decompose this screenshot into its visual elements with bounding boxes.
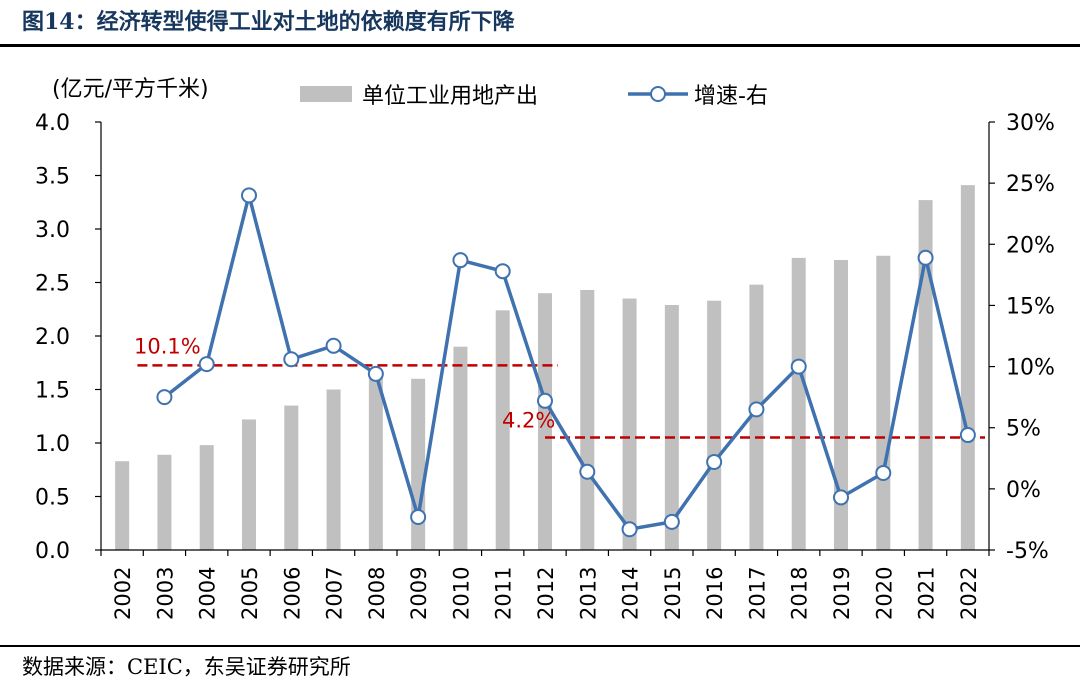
source-rule xyxy=(0,645,1080,647)
x-tick-label: 2007 xyxy=(323,567,347,620)
bar-2004 xyxy=(199,445,214,550)
growth-point-2022 xyxy=(959,427,976,444)
tick-labels: 0.0 0.5 1.0 1.5 2.0 2.5 3.0 3.5 4.0 -5% 0% 5% 10% 15%… xyxy=(35,77,1055,620)
x-tick-label: 2008 xyxy=(365,567,389,620)
bar-2020 xyxy=(876,255,891,550)
x-tick-label: 2017 xyxy=(745,567,769,620)
bar-2011 xyxy=(495,310,510,550)
left-tick-label: 3.5 xyxy=(35,165,70,190)
bar-2019 xyxy=(834,260,848,550)
x-tick-label: 2009 xyxy=(407,567,431,620)
bar-2016 xyxy=(707,300,722,550)
x-tick-label: 2003 xyxy=(153,567,177,620)
growth-point-2016 xyxy=(706,453,723,470)
left-tick-label: 2.5 xyxy=(35,272,70,297)
growth-point-2010 xyxy=(452,252,469,269)
x-tick-label: 2014 xyxy=(619,567,643,620)
legend-marker-icon xyxy=(650,86,666,102)
axes xyxy=(95,121,995,556)
x-tick-label: 2018 xyxy=(788,567,812,620)
x-tick-label: 2002 xyxy=(111,567,135,620)
growth-point-2009 xyxy=(410,508,427,525)
chart: 10.1% 4.2% 0.0 0.5 1.0 1.5 2.0 2.5 3.0 3.5 4.0 -5%… xyxy=(35,77,1055,620)
growth-point-2017 xyxy=(748,401,765,418)
average-label-0: 10.1% xyxy=(134,334,201,358)
right-tick-label: 25% xyxy=(1006,172,1055,197)
x-tick-label: 2013 xyxy=(576,567,600,620)
left-tick-label: 0.0 xyxy=(35,539,70,564)
growth-point-2021 xyxy=(917,249,934,266)
left-tick-label: 3.0 xyxy=(35,218,70,243)
x-tick-label: 2005 xyxy=(238,567,262,620)
title-rule xyxy=(0,44,1080,47)
figure-title: 图14：经济转型使得工业对土地的依赖度有所下降 xyxy=(22,9,515,35)
reference-lines: 10.1% 4.2% xyxy=(134,334,985,439)
growth-point-2011 xyxy=(494,263,511,280)
x-tick-label: 2011 xyxy=(492,567,516,620)
growth-point-2014 xyxy=(621,521,638,538)
growth-point-2008 xyxy=(367,365,384,382)
growth-point-2020 xyxy=(875,464,892,481)
x-tick-label: 2010 xyxy=(449,567,473,620)
growth-point-2005 xyxy=(241,187,257,204)
left-tick-label: 2.0 xyxy=(35,325,70,350)
bar-2005 xyxy=(242,419,256,550)
x-tick-label: 2004 xyxy=(196,567,220,620)
source-note: 数据来源：CEIC，东吴证券研究所 xyxy=(22,655,351,679)
right-tick-label: 30% xyxy=(1006,111,1055,136)
growth-line-series xyxy=(156,187,976,538)
left-tick-label: 1.5 xyxy=(35,379,70,404)
growth-point-2012 xyxy=(537,392,553,409)
bar-2002 xyxy=(115,461,130,550)
bar-2003 xyxy=(157,454,172,550)
x-tick-label: 2012 xyxy=(534,567,558,620)
growth-point-2015 xyxy=(663,513,680,530)
x-tick-label: 2006 xyxy=(280,567,304,620)
growth-point-2013 xyxy=(579,463,596,480)
x-tick-label: 2016 xyxy=(703,567,727,620)
left-tick-label: 1.0 xyxy=(35,432,70,457)
right-tick-label: -5% xyxy=(1006,539,1049,564)
bar-2013 xyxy=(580,289,595,550)
legend-line-label: 增速-右 xyxy=(694,84,768,109)
growth-point-2004 xyxy=(198,356,215,373)
right-tick-label: 0% xyxy=(1006,478,1041,503)
right-tick-label: 15% xyxy=(1006,294,1055,319)
right-tick-label: 20% xyxy=(1006,233,1055,258)
legend: 单位工业用地产出 增速-右 xyxy=(300,84,768,109)
bar-2010 xyxy=(453,346,468,550)
bar-2014 xyxy=(622,298,637,550)
x-tick-label: 2022 xyxy=(957,567,981,620)
left-axis-unit-label: (亿元/平方千米) xyxy=(52,77,209,102)
growth-point-2018 xyxy=(790,358,807,375)
growth-point-2003 xyxy=(156,389,173,406)
x-tick-label: 2021 xyxy=(915,567,939,620)
bar-2012 xyxy=(538,293,552,550)
bar-2022 xyxy=(960,185,975,550)
right-tick-label: 10% xyxy=(1006,356,1055,381)
x-tick-label: 2019 xyxy=(830,567,854,620)
bar-2007 xyxy=(326,389,341,550)
bar-2015 xyxy=(664,304,679,550)
left-tick-label: 4.0 xyxy=(35,111,70,136)
left-tick-label: 0.5 xyxy=(35,486,70,511)
x-tick-label: 2020 xyxy=(872,567,896,620)
growth-point-2019 xyxy=(833,489,849,506)
bar-2018 xyxy=(791,257,806,550)
growth-point-2007 xyxy=(325,337,342,354)
growth-point-2006 xyxy=(283,351,300,368)
bar-2008 xyxy=(368,374,383,550)
bar-series xyxy=(115,185,975,551)
right-tick-label: 5% xyxy=(1006,417,1041,442)
legend-bar-swatch xyxy=(300,86,352,102)
average-label-1: 4.2% xyxy=(502,408,555,432)
x-tick-label: 2015 xyxy=(661,567,685,620)
legend-bar-label: 单位工业用地产出 xyxy=(362,84,538,109)
bar-2006 xyxy=(284,405,299,550)
bar-2021 xyxy=(918,200,933,551)
